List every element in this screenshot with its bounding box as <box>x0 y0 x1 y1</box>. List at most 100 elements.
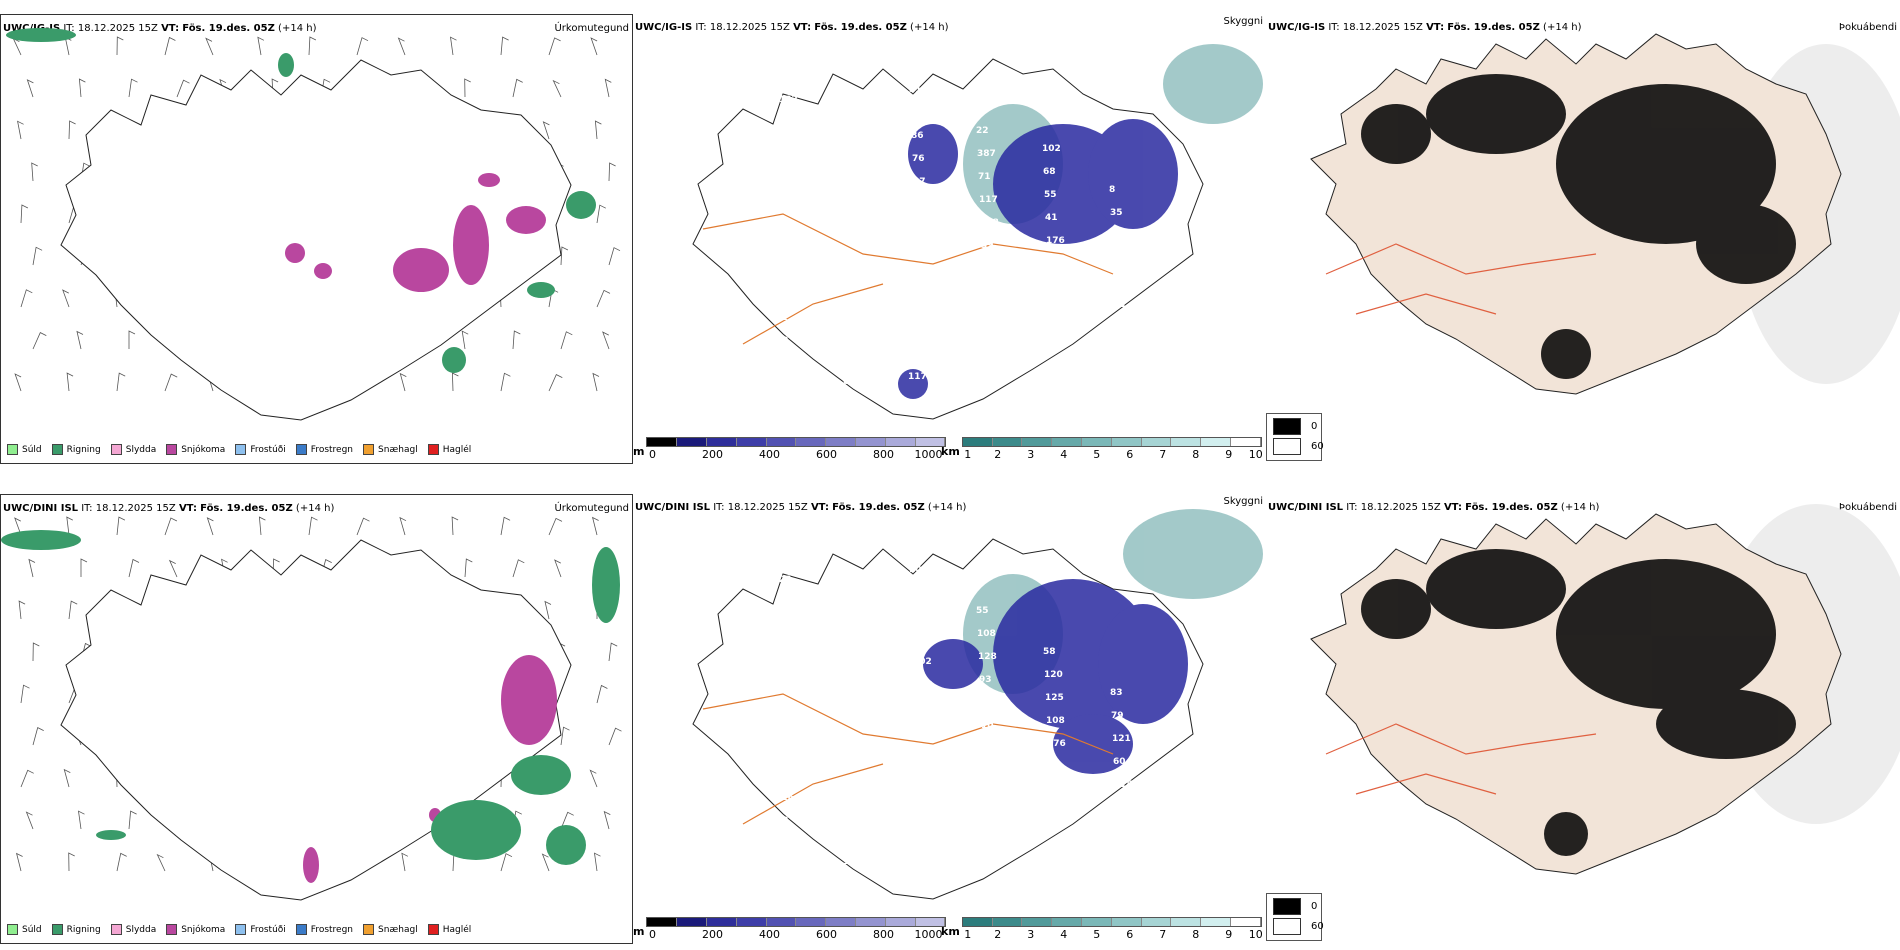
wind-barb <box>512 330 521 350</box>
colorbar-tick: 6 <box>1126 928 1134 941</box>
wind-barb <box>602 331 610 350</box>
colorbar-tick: 3 <box>1027 448 1035 461</box>
wind-barb <box>449 36 457 56</box>
legend-swatch <box>51 924 63 935</box>
fog-legend-swatch <box>1273 898 1301 915</box>
cloud-base-label: 58 <box>1043 647 1056 657</box>
wind-barb <box>464 558 473 578</box>
wind-barb <box>17 120 24 140</box>
model-name: UWC/DINI ISL <box>3 503 79 514</box>
cloud-base-label: 215 <box>1114 780 1133 790</box>
fog-map <box>1310 504 1900 875</box>
colorbar-tick: 1000 <box>914 928 943 941</box>
cloud-base-label: 95 <box>914 200 927 210</box>
colorbar-tick: 8 <box>1192 448 1200 461</box>
cloud-base-label: 106 <box>909 565 928 575</box>
cloud-base-label: 108 <box>980 218 999 228</box>
panel-header: UWC/IG-IS IT: 18.12.2025 15Z VT: Fös. 19… <box>1268 22 1581 33</box>
colorbar-tick: 10 <box>1248 928 1263 941</box>
wind-barb <box>116 852 127 872</box>
panel-title: Skyggni <box>1223 16 1263 27</box>
cloud-base-label: 79 <box>1111 711 1124 721</box>
wind-barb <box>593 852 601 872</box>
wind-barb <box>156 853 166 872</box>
colorbar-unit: km <box>941 925 960 938</box>
wind-barb <box>128 330 136 349</box>
precip-map <box>1 516 622 901</box>
wind-barb <box>308 516 318 536</box>
it-label: IT: <box>63 23 75 34</box>
fog-legend: 0 60 <box>1266 413 1324 461</box>
cloud-base-label: 105 <box>778 862 797 872</box>
wind-barb <box>164 36 176 56</box>
cloud-base-label: 87 <box>913 177 926 187</box>
rain-areas <box>6 28 596 373</box>
colorbar-tick: 2 <box>994 928 1002 941</box>
legend-swatch <box>110 444 122 455</box>
wind-barb <box>554 559 562 578</box>
colorbar-tick: 5 <box>1093 448 1101 461</box>
wind-barb <box>78 78 86 98</box>
colorbar-tick: 400 <box>758 928 780 941</box>
wind-barb <box>28 558 36 578</box>
wind-barb <box>451 516 459 536</box>
wind-barb <box>18 600 26 620</box>
cloud-base-label: 107 <box>845 593 864 603</box>
wind-barb <box>12 37 22 56</box>
cloud-panel-top: UWC/IG-IS IT: 18.12.2025 15Z VT: Fös. 19… <box>633 14 1266 464</box>
colorbar-tick: 1000 <box>914 448 943 461</box>
wind-barb <box>560 331 573 350</box>
cloud-base-label: 136 <box>780 598 799 608</box>
legend-swatch <box>166 924 178 935</box>
cloud-base-label: 10 <box>774 770 787 780</box>
it-label: IT: <box>1328 22 1340 33</box>
cloud-base-label: 120 <box>1044 670 1063 680</box>
cloud-base-label: 200 <box>1179 295 1198 305</box>
wind-barb <box>32 246 43 266</box>
vt-value: Fös. 19.des. 05Z <box>182 23 275 34</box>
cloud-base-label: 151 <box>847 639 866 649</box>
colorbar-tick: 6 <box>1126 448 1134 461</box>
wind-barb <box>116 36 124 56</box>
cloud-base-label: 121 <box>842 834 861 844</box>
cloud-base-label: 84 <box>975 103 988 113</box>
vt-value: Fös. 19.des. 05Z <box>200 503 293 514</box>
vt-value: Fös. 19.des. 05Z <box>832 502 925 513</box>
colorbar-tick: 600 <box>815 448 837 461</box>
it-value: 18.12.2025 15Z <box>709 22 790 33</box>
it-value: 18.12.2025 15Z <box>1360 502 1441 513</box>
panel-header: UWC/DINI ISL IT: 18.12.2025 15Z VT: Fös.… <box>3 503 334 514</box>
fog-legend-label: 60 <box>1311 921 1324 932</box>
wind-barb <box>356 517 370 536</box>
cloud-base-label: 180 <box>914 680 933 690</box>
panel-title: Skyggni <box>1223 496 1263 507</box>
cloud-base-label: 89 <box>774 290 787 300</box>
cloud-base-label: 125 <box>1045 693 1064 703</box>
wind-barb <box>560 726 570 746</box>
snow-areas <box>285 173 546 292</box>
lead-time: (+14 h) <box>1560 502 1600 513</box>
it-value: 18.12.2025 15Z <box>727 502 808 513</box>
cloud-base-label: 387 <box>977 149 996 159</box>
legend-swatch <box>7 444 18 455</box>
snow-areas <box>303 655 557 883</box>
wind-barb <box>397 37 406 56</box>
legend-swatch <box>363 924 375 935</box>
colorbar-tick: 7 <box>1159 928 1167 941</box>
cloud-base-label: 79 <box>713 77 726 87</box>
wind-barb <box>32 727 44 746</box>
cloud-base-label: 88 <box>980 698 993 708</box>
cloud-base-label: 108 <box>1046 716 1065 726</box>
vt-label: VT: <box>793 22 812 33</box>
wind-barb <box>14 517 22 536</box>
cloud-base-label: 64 <box>843 377 856 387</box>
cloud-base-label: 108 <box>977 629 996 639</box>
cloud-base-label: 40 <box>1177 729 1190 739</box>
cloud-map: 79 70 18 95 39 39 114 66 102 98 87 108 129 61 96 43 104 7… <box>692 44 1263 420</box>
fog-legend-swatch <box>1273 438 1301 455</box>
cloud-base-label: 121 <box>846 616 865 626</box>
cloud-base-label: 229 <box>1182 844 1201 854</box>
colorbar-unit: m <box>633 445 645 458</box>
cloud-base-label: 96 <box>1181 341 1194 351</box>
wind-barb <box>608 162 616 182</box>
